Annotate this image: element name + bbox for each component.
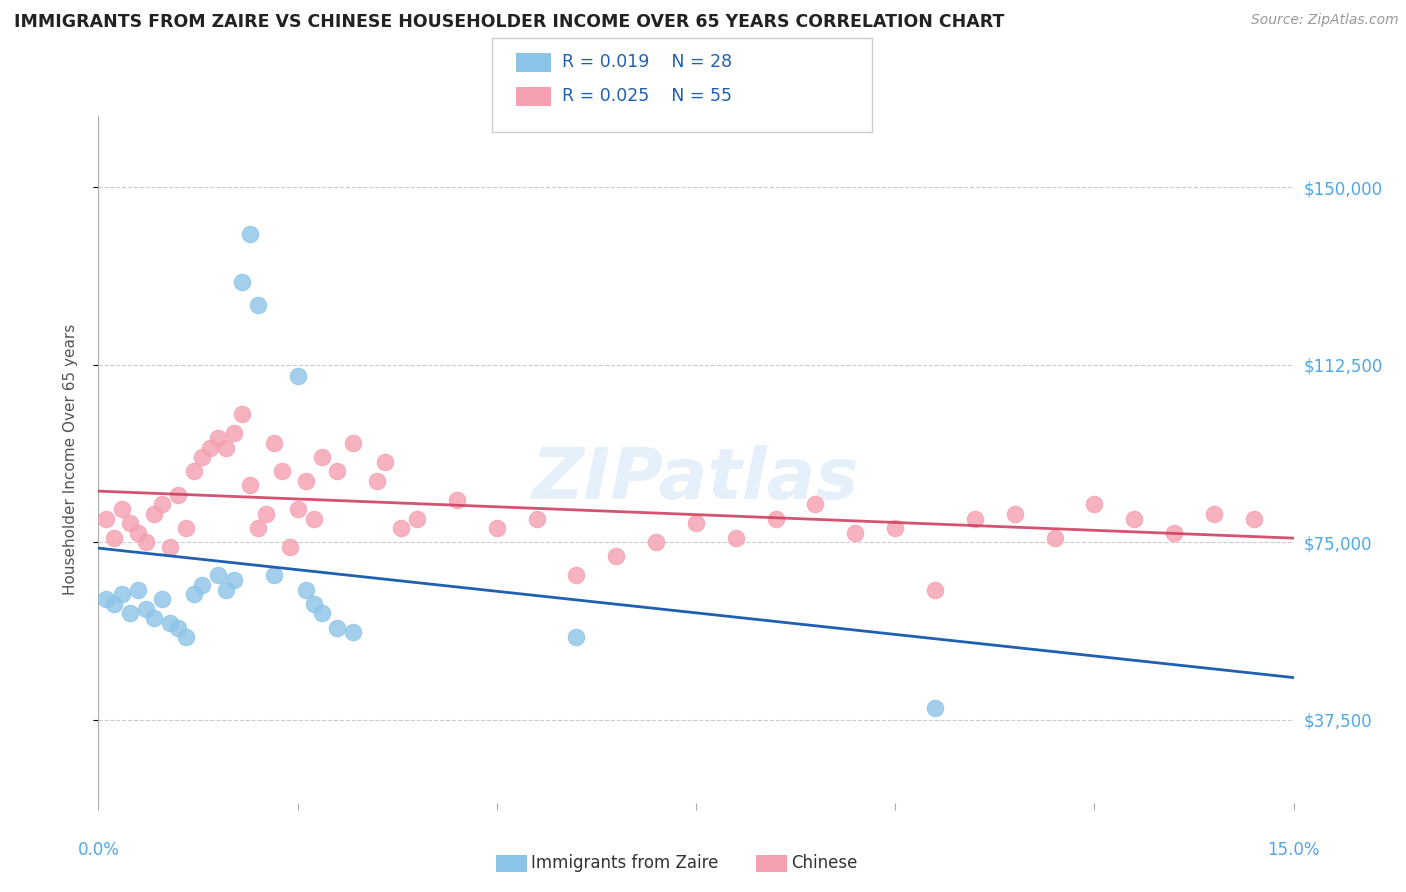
Point: [135, 601, 157, 615]
Point: [96, 592, 118, 607]
Point: [374, 455, 396, 469]
Point: [1202, 507, 1225, 521]
Point: [174, 630, 197, 644]
Text: 0.0%: 0.0%: [77, 840, 120, 859]
Point: [287, 369, 309, 384]
Text: IMMIGRANTS FROM ZAIRE VS CHINESE HOUSEHOLDER INCOME OVER 65 YEARS CORRELATION CH: IMMIGRANTS FROM ZAIRE VS CHINESE HOUSEHO…: [14, 13, 1004, 31]
Text: Immigrants from Zaire: Immigrants from Zaire: [531, 855, 718, 872]
Point: [1123, 511, 1146, 525]
Point: [96, 511, 118, 525]
Text: R = 0.019    N = 28: R = 0.019 N = 28: [562, 54, 733, 71]
Text: Source: ZipAtlas.com: Source: ZipAtlas.com: [1251, 13, 1399, 28]
Point: [207, 431, 229, 445]
Point: [183, 464, 205, 478]
Point: [287, 502, 309, 516]
Point: [159, 615, 181, 630]
Point: [389, 521, 412, 535]
Point: [135, 535, 157, 549]
Point: [1163, 525, 1185, 540]
Text: Chinese: Chinese: [792, 855, 858, 872]
Point: [342, 625, 364, 640]
Point: [605, 549, 627, 564]
Point: [239, 478, 262, 492]
Point: [207, 568, 229, 582]
Point: [924, 701, 946, 715]
Point: [222, 573, 245, 587]
Point: [143, 611, 166, 625]
Point: [231, 275, 253, 289]
Point: [342, 435, 364, 450]
Point: [150, 592, 173, 607]
Point: [159, 540, 181, 554]
Point: [294, 582, 316, 597]
Point: [406, 511, 429, 525]
Point: [127, 582, 149, 597]
Point: [884, 521, 907, 535]
Point: [111, 587, 134, 601]
Point: [924, 582, 946, 597]
Point: [302, 597, 325, 611]
Point: [120, 607, 142, 621]
Point: [215, 582, 238, 597]
Text: ZIPatlas: ZIPatlas: [533, 445, 859, 515]
Point: [326, 621, 349, 635]
Point: [246, 298, 269, 312]
Point: [167, 621, 190, 635]
Point: [222, 426, 245, 441]
Point: [366, 474, 388, 488]
Point: [198, 441, 221, 455]
Point: [1004, 507, 1026, 521]
Point: [724, 531, 747, 545]
Text: R = 0.025    N = 55: R = 0.025 N = 55: [562, 87, 733, 105]
Point: [103, 597, 125, 611]
Y-axis label: Householder Income Over 65 years: Householder Income Over 65 years: [63, 324, 77, 595]
Point: [120, 516, 142, 531]
Point: [231, 408, 253, 422]
Point: [565, 630, 588, 644]
Point: [263, 435, 285, 450]
Point: [278, 540, 301, 554]
Point: [191, 450, 214, 464]
Point: [326, 464, 349, 478]
Point: [645, 535, 668, 549]
Point: [111, 502, 134, 516]
Point: [143, 507, 166, 521]
Point: [311, 607, 333, 621]
Point: [963, 511, 986, 525]
Point: [239, 227, 262, 242]
Point: [804, 497, 827, 511]
Point: [167, 488, 190, 502]
Point: [1083, 497, 1105, 511]
Point: [1243, 511, 1265, 525]
Point: [103, 531, 125, 545]
Point: [215, 441, 238, 455]
Point: [270, 464, 292, 478]
Point: [311, 450, 333, 464]
Point: [765, 511, 787, 525]
Point: [565, 568, 588, 582]
Point: [246, 521, 269, 535]
Point: [191, 578, 214, 592]
Point: [526, 511, 548, 525]
Point: [127, 525, 149, 540]
Point: [446, 492, 468, 507]
Point: [685, 516, 707, 531]
Point: [294, 474, 316, 488]
Point: [174, 521, 197, 535]
Point: [1043, 531, 1066, 545]
Point: [263, 568, 285, 582]
Point: [183, 587, 205, 601]
Text: 15.0%: 15.0%: [1267, 840, 1320, 859]
Point: [302, 511, 325, 525]
Point: [844, 525, 866, 540]
Point: [485, 521, 508, 535]
Point: [254, 507, 277, 521]
Point: [150, 497, 173, 511]
